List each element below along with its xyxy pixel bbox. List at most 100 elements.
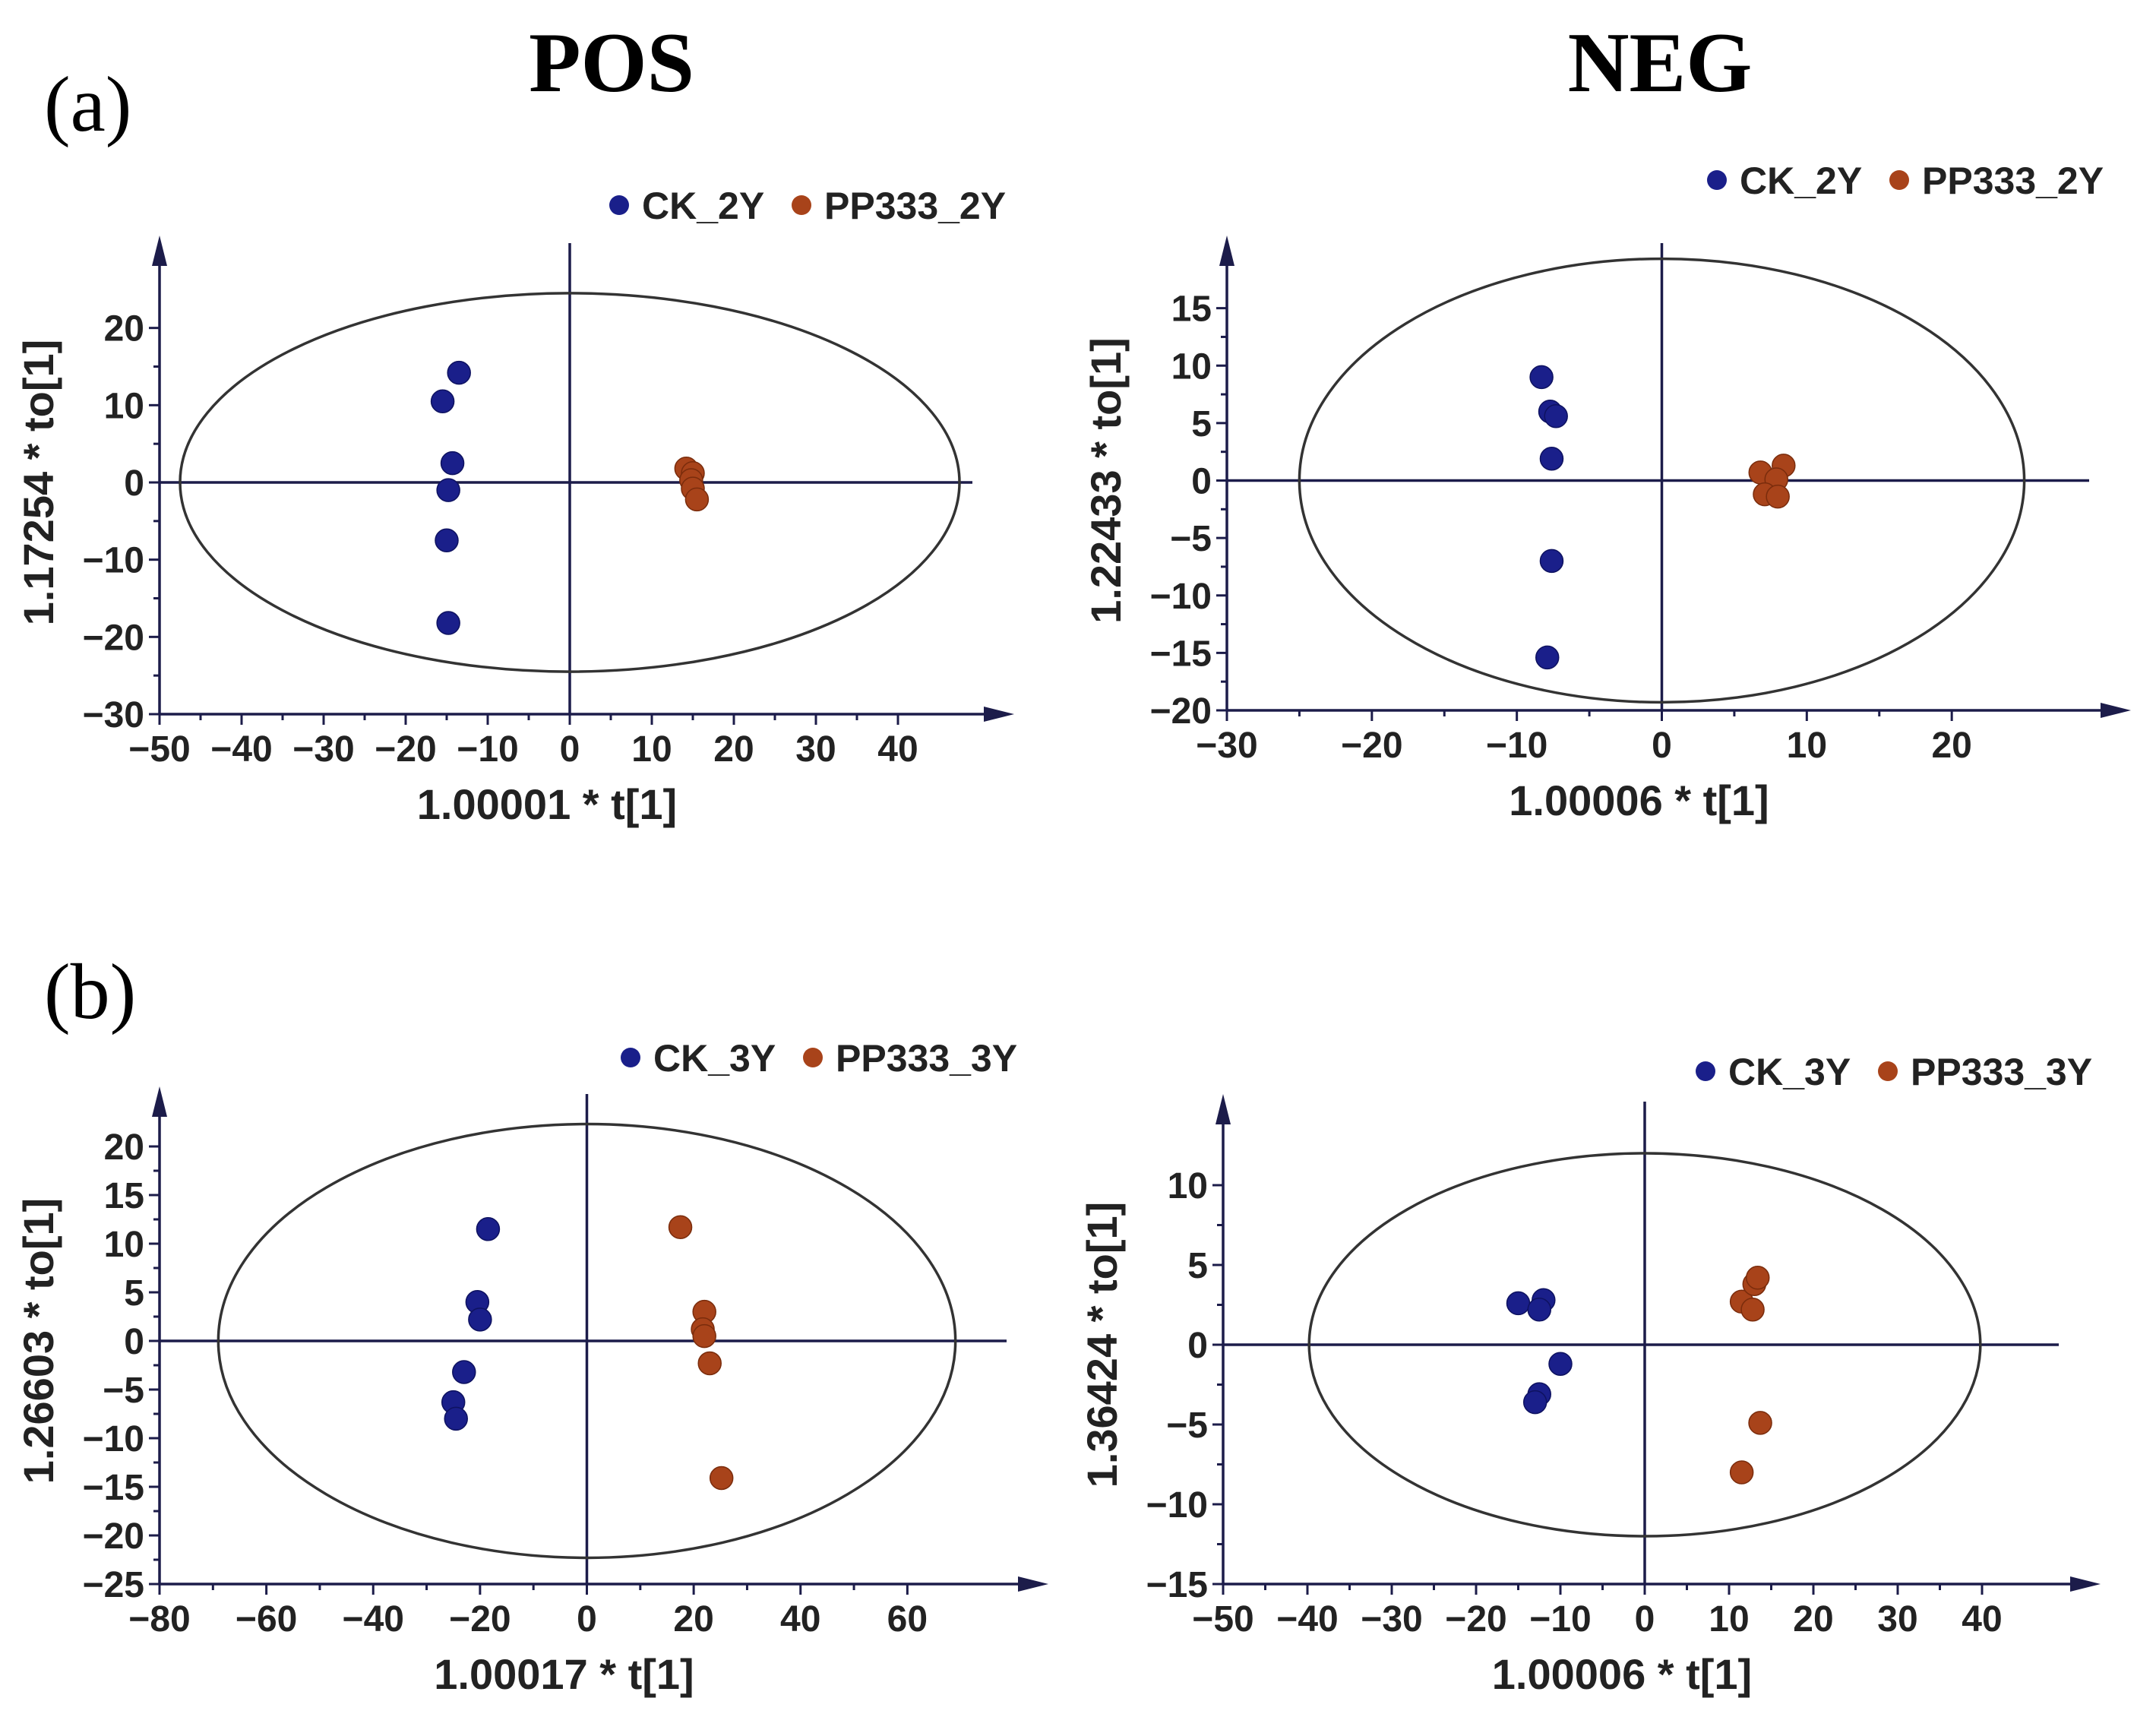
scatter-plot-1: −50 −40 −30 −20 −10 0 10 20 30 40 −30 −20 −10 0 10 20 1.… (14, 185, 1014, 828)
hotelling-ellipse (1307, 1152, 1982, 1538)
pp333-point (692, 1323, 716, 1349)
y-tick-label: −5 (1170, 519, 1212, 559)
y-tick-label: 20 (104, 309, 144, 349)
legend-label-ck: CK_2Y (1740, 160, 1862, 202)
x-tick-label: −10 (457, 729, 518, 770)
legend-label-pp333: PP333_2Y (1922, 160, 2104, 202)
y-axis-label: 1.26603 * to[1] (14, 1198, 62, 1485)
y-tick-label: 15 (1171, 289, 1212, 330)
x-tick-label: 0 (1635, 1599, 1655, 1640)
legend-marker-ck (609, 195, 629, 215)
x-tick-label: 60 (887, 1599, 928, 1640)
pp333-point (1740, 1298, 1765, 1322)
x-tick-label: 0 (577, 1599, 597, 1640)
x-tick-label: 20 (673, 1599, 713, 1640)
y-tick-label: −30 (83, 695, 144, 735)
ck-point (1529, 365, 1554, 390)
ck-point (1539, 549, 1564, 574)
x-tick-label: 0 (560, 729, 580, 770)
x-axis-arrow (984, 707, 1014, 722)
pp333-point (697, 1351, 722, 1376)
x-tick-label: 30 (1877, 1599, 1917, 1640)
legend: CK_3Y PP333_3Y (621, 1037, 1017, 1080)
y-axis-label: 1.22433 * to[1] (1082, 337, 1130, 624)
scatter-plot-3: −80 −60 −40 −20 0 20 40 60 −25 −20 −15 −10 −5 0 5 10 15 2… (14, 1037, 1048, 1698)
x-tick-label: 20 (1793, 1599, 1833, 1640)
y-tick-label: 0 (1191, 462, 1212, 502)
pp333-point (709, 1466, 734, 1491)
ck-point (1535, 645, 1560, 670)
legend-label-ck: CK_2Y (642, 185, 764, 227)
y-axis-label: 1.36424 * to[1] (1078, 1202, 1126, 1488)
y-tick-label: −20 (83, 618, 144, 658)
legend: CK_3Y PP333_3Y (1696, 1051, 2092, 1093)
x-tick-label: −50 (1192, 1599, 1253, 1640)
x-axis-label: 1.00006 * t[1] (1509, 776, 1769, 824)
hotelling-ellipse (217, 1122, 957, 1560)
scatter-plot-4: −50 −40 −30 −20 −10 0 10 20 30 40−15−10−505101.00… (1078, 1051, 2101, 1698)
x-tick-label: 10 (1787, 726, 1827, 766)
y-tick-label: 0 (124, 1322, 144, 1362)
x-tick-label: −20 (1341, 726, 1402, 766)
pp333-point (668, 1215, 693, 1239)
y-tick-label: 0 (124, 463, 144, 504)
panel-label-b: (b) (44, 948, 136, 1036)
y-tick-label: −15 (1146, 1565, 1208, 1605)
x-tick-label: 40 (780, 1599, 820, 1640)
x-tick-label: −30 (1361, 1599, 1422, 1640)
ck-point (476, 1217, 501, 1241)
x-tick-label: −20 (375, 729, 436, 770)
y-tick-label: 10 (1168, 1166, 1208, 1206)
x-tick-label: 30 (795, 729, 836, 770)
ck-point (1544, 404, 1568, 428)
ck-point (452, 1360, 476, 1384)
y-tick-label: −15 (83, 1468, 144, 1508)
pp333-point (1766, 484, 1790, 509)
y-axis-arrow (1216, 1094, 1231, 1124)
legend: CK_2Y PP333_2Y (1707, 160, 2104, 202)
x-axis-label: 1.00001 * t[1] (417, 780, 677, 828)
ck-point (1522, 1390, 1547, 1415)
x-axis-label: 1.00006 * t[1] (1492, 1650, 1752, 1698)
y-tick-label: −15 (1150, 634, 1212, 674)
y-tick-label: −10 (1146, 1485, 1208, 1526)
y-tick-label: −10 (1150, 577, 1212, 617)
x-tick-label: −40 (343, 1599, 404, 1640)
ck-point (430, 389, 455, 413)
hotelling-ellipse (179, 292, 961, 673)
x-tick-label: −40 (210, 729, 272, 770)
y-tick-label: −20 (83, 1516, 144, 1557)
legend-marker-ck (621, 1048, 640, 1067)
panel-label-a: (a) (44, 61, 131, 148)
column-title-pos: POS (529, 16, 694, 110)
x-tick-label: 10 (1709, 1599, 1749, 1640)
x-axis-arrow (1018, 1576, 1048, 1592)
y-tick-label: 5 (1187, 1246, 1208, 1286)
legend-marker-ck (1707, 170, 1727, 190)
ck-point (440, 451, 465, 476)
pp333-point (1729, 1460, 1754, 1485)
x-tick-label: −30 (1196, 726, 1257, 766)
x-tick-label: −30 (292, 729, 354, 770)
y-tick-label: 20 (104, 1127, 144, 1168)
y-tick-label: −10 (83, 541, 144, 581)
y-axis-label: 1.17254 * to[1] (14, 340, 62, 626)
y-tick-label: −25 (83, 1565, 144, 1605)
ck-point (1527, 1298, 1551, 1322)
y-tick-label: 15 (104, 1176, 144, 1216)
y-tick-label: −5 (1166, 1406, 1208, 1446)
ck-point (1506, 1291, 1531, 1316)
legend-label-ck: CK_3Y (1728, 1051, 1851, 1093)
legend-label-pp333: PP333_3Y (1911, 1051, 2092, 1093)
ck-point (468, 1308, 492, 1332)
x-tick-label: 10 (631, 729, 672, 770)
x-tick-label: −20 (1445, 1599, 1506, 1640)
x-axis-arrow (2070, 1576, 2101, 1592)
x-tick-label: −10 (1486, 726, 1547, 766)
y-tick-label: 10 (104, 1225, 144, 1265)
y-tick-label: −20 (1150, 691, 1212, 732)
x-tick-label: −80 (128, 1599, 190, 1640)
y-tick-label: 5 (1191, 404, 1212, 444)
column-title-neg: NEG (1568, 16, 1753, 110)
